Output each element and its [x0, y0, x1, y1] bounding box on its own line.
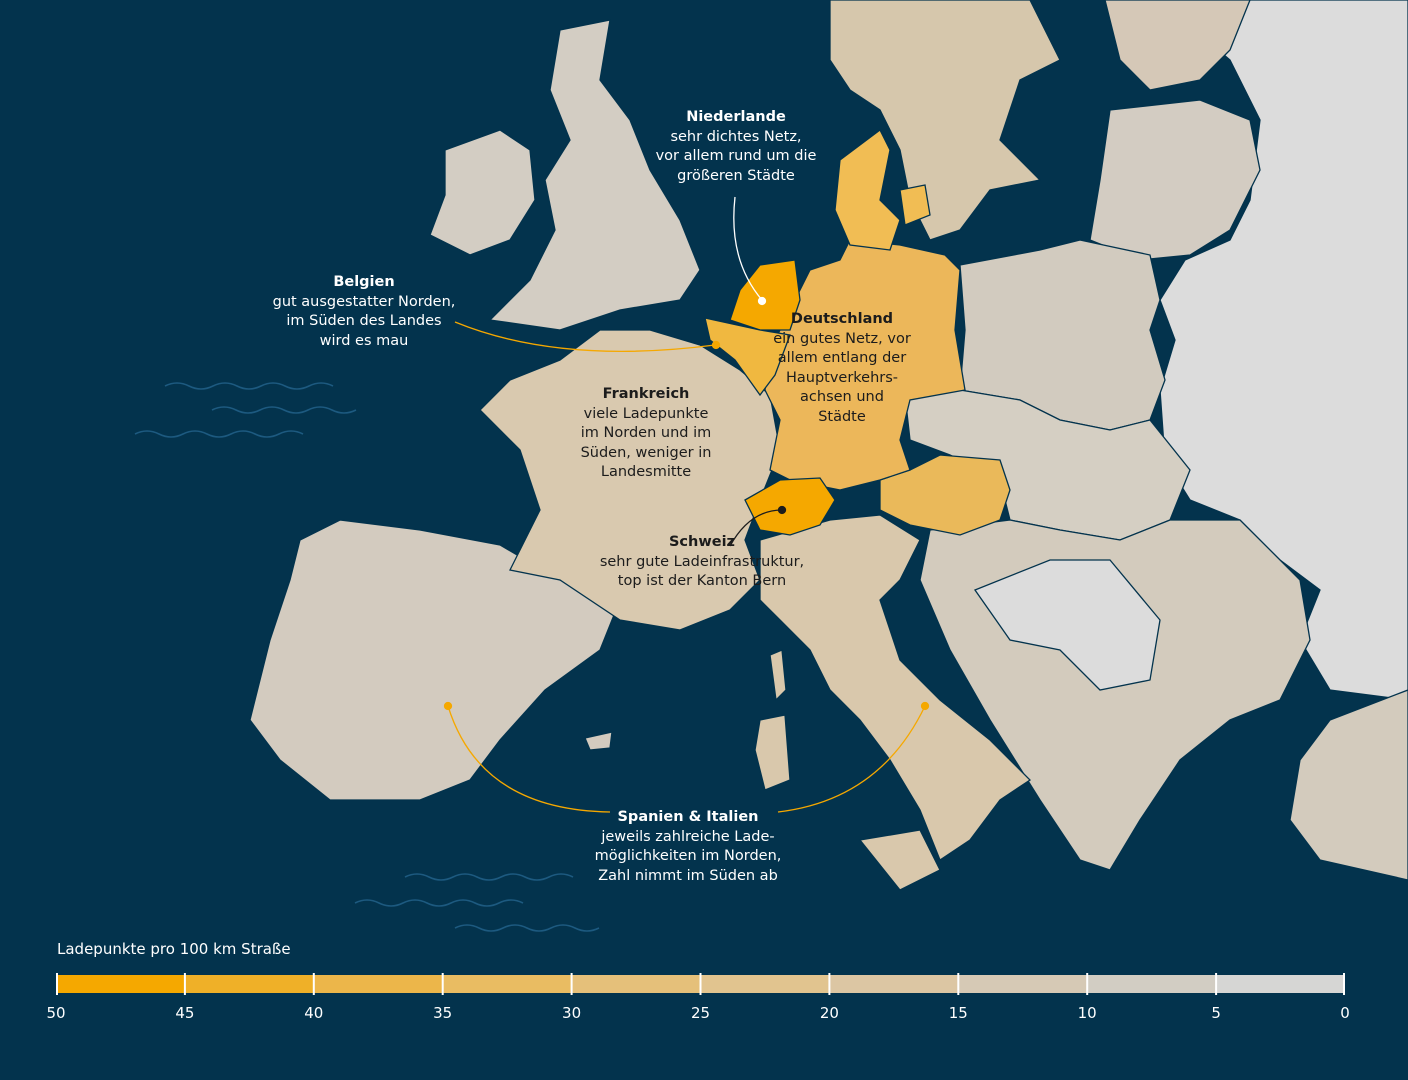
annotation-line: Hauptverkehrs- — [785, 369, 899, 386]
leader-line-schweiz — [729, 509, 783, 547]
legend-tick-label: 40 — [304, 1004, 324, 1022]
annotation-line: sehr gute Ladeinfrastruktur, — [599, 553, 805, 570]
marker-italien — [920, 701, 930, 711]
annotation-line: allem entlang der — [777, 350, 907, 366]
leader-line-italien — [777, 705, 926, 813]
annotation-title: Frankreich — [602, 386, 690, 402]
leader-line-spanien — [447, 705, 611, 813]
annotation-line: jeweils zahlreiche Lade- — [601, 828, 775, 845]
annotation-line: größeren Städte — [677, 167, 795, 184]
annotation-line: wird es mau — [319, 332, 409, 349]
annotation-deutschland: Deutschland ein gutes Netz, vor allem en… — [773, 310, 911, 427]
annotation-line: Süden, weniger in — [580, 444, 712, 461]
marker-belgien — [711, 340, 721, 350]
legend-tick-label: 50 — [46, 1004, 66, 1022]
annotation-line: Zahl nimmt im Süden ab — [598, 867, 778, 884]
annotation-niederlande: Niederlande sehr dichtes Netz, vor allem… — [656, 108, 817, 186]
island-corsica — [769, 649, 787, 702]
annotation-line: Landesmitte — [600, 464, 692, 480]
annotation-line: achsen und — [800, 389, 884, 405]
marker-schweiz — [777, 505, 787, 515]
legend-segment — [184, 975, 315, 993]
annotation-line: ein gutes Netz, vor — [773, 330, 911, 347]
legend-tick-label: 0 — [1340, 1004, 1350, 1022]
annotation-line: möglichkeiten im Norden, — [594, 848, 782, 864]
country-italy — [759, 514, 1032, 861]
legend-tick-label: 20 — [819, 1004, 839, 1022]
legend-title: Ladepunkte pro 100 km Straße — [57, 940, 291, 958]
leader-line-belgien — [454, 321, 716, 352]
island-baleares — [584, 731, 613, 751]
marker-spanien — [443, 701, 453, 711]
legend-segment — [700, 975, 830, 993]
legend-tick-label: 15 — [948, 1004, 968, 1022]
country-finland — [1104, 0, 1251, 91]
country-scandinavia — [829, 0, 1061, 241]
island-sardinia — [754, 714, 791, 791]
legend-segment — [1087, 975, 1217, 993]
country-denmark — [834, 129, 901, 251]
country-turkey — [1289, 689, 1408, 881]
country-switzerland — [744, 477, 836, 536]
country-ireland — [429, 129, 536, 256]
legend-segment — [958, 975, 1088, 993]
island-sicily — [858, 829, 941, 891]
country-uk — [488, 19, 701, 331]
country-baltics — [1089, 99, 1261, 261]
annotation-frankreich: Frankreich viele Ladepunkte im Norden un… — [581, 385, 712, 483]
legend-segment — [829, 975, 959, 993]
country-west-balkans — [973, 559, 1161, 691]
country-netherlands — [729, 259, 801, 331]
annotation-line: im Norden und im — [580, 425, 712, 441]
marker-niederlande — [757, 296, 767, 306]
annotation-schweiz: Schweiz sehr gute Ladeinfrastruktur, top… — [600, 533, 804, 592]
leader-lines — [443, 196, 930, 813]
country-austria — [879, 454, 1011, 536]
legend-tick-label: 5 — [1211, 1004, 1221, 1022]
annotation-title: Belgien — [333, 274, 395, 290]
wave-decoration — [134, 382, 600, 932]
annotation-belgien: Belgien gut ausgestatter Norden, im Süde… — [273, 273, 456, 351]
annotation-line: im Süden des Landes — [286, 313, 442, 329]
legend-segment — [313, 975, 444, 993]
legend-color-scale — [56, 973, 1345, 995]
legend-segment — [571, 975, 701, 993]
legend-segment — [56, 975, 186, 993]
leader-line-niederlande — [733, 196, 763, 301]
annotation-title: Niederlande — [686, 109, 786, 125]
annotation-line: top ist der Kanton Bern — [617, 573, 787, 589]
annotation-line: vor allem rund um die — [655, 148, 817, 164]
legend-tick-label: 10 — [1077, 1004, 1097, 1022]
legend-tick-label: 35 — [433, 1004, 453, 1022]
annotation-title: Spanien & Italien — [617, 809, 759, 825]
annotation-title: Deutschland — [790, 311, 894, 327]
island-zealand — [899, 184, 931, 226]
legend-segment — [442, 975, 573, 993]
annotation-line: sehr dichtes Netz, — [670, 128, 802, 145]
legend-segment — [1216, 975, 1345, 993]
annotation-spanien-italien: Spanien & Italien jeweils zahlreiche Lad… — [595, 808, 782, 886]
annotation-line: Städte — [818, 408, 866, 425]
annotation-line: viele Ladepunkte — [583, 405, 709, 422]
legend-tick-label: 25 — [690, 1004, 711, 1022]
legend-tick-label: 30 — [562, 1004, 582, 1022]
legend-tick-label: 45 — [175, 1004, 195, 1022]
annotation-title: Schweiz — [668, 534, 735, 550]
annotation-line: gut ausgestatter Norden, — [272, 293, 456, 310]
